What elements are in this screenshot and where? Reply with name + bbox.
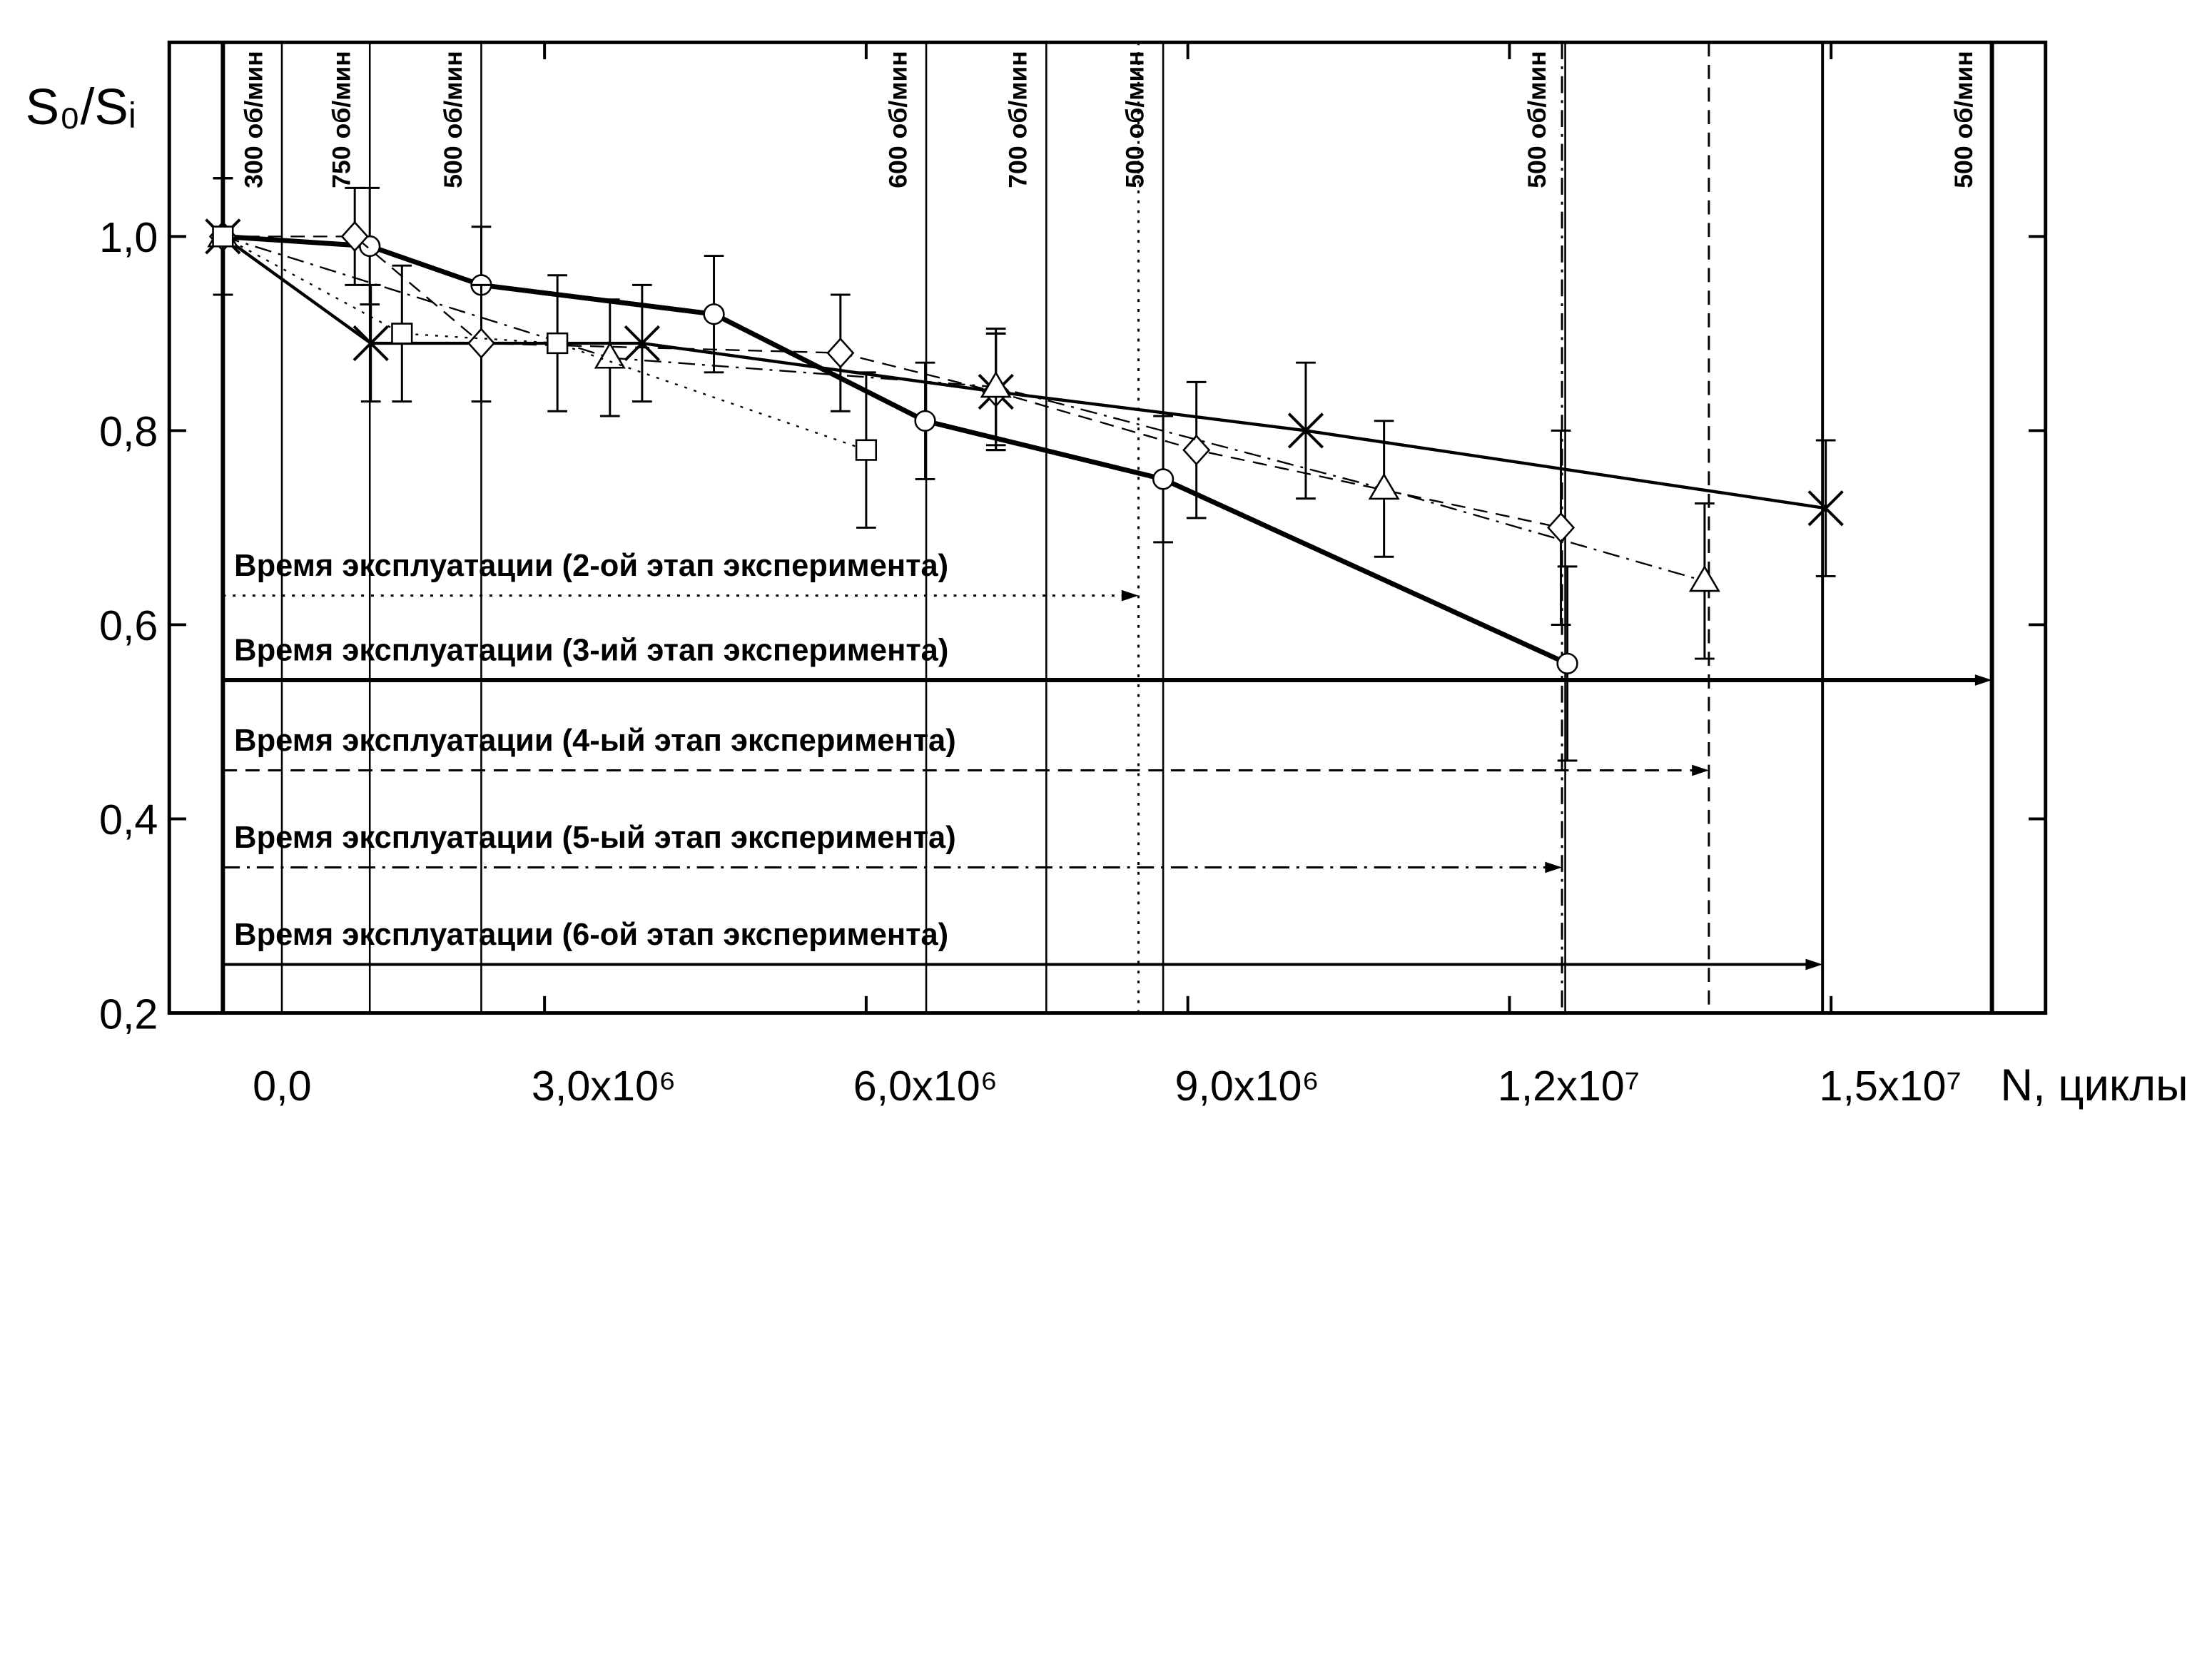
marker-diamond [340,221,369,253]
marker-square [212,226,234,248]
arrow-head [1121,589,1139,602]
marker-triangle [1688,564,1720,592]
marker-cross [1287,412,1324,449]
speed-label: 750 об/мин [328,51,356,188]
speed-label: 600 об/мин [883,51,912,188]
marker-cross [624,325,660,362]
speed-label: 700 об/мин [1004,51,1033,188]
y-tick-label: 0,2 [99,990,158,1038]
marker-diamond [826,337,855,369]
speed-label: 500 об/мин [1949,51,1978,188]
plot-frame [167,40,2048,1015]
arrow-head [1805,958,1823,971]
y-tick-label: 1,0 [99,213,158,261]
speed-label: 500 об/мин [1523,51,1551,188]
x-tick-label: 6,0x10⁶ [853,1062,998,1110]
series-line [223,235,1705,582]
x-tick-label: 9,0x10⁶ [1175,1062,1319,1110]
y-axis-label: S₀/Sᵢ [26,79,136,136]
marker-diamond [1182,434,1211,466]
arrow-head [1692,764,1709,776]
marker-circle [914,410,936,432]
stage-label: Время эксплуатации (2-ой этап эксперимен… [234,549,948,583]
x-tick-label: 3,0x10⁶ [532,1062,676,1110]
x-tick-label: 1,5x10⁷ [1819,1062,1962,1110]
marker-cross [1807,490,1844,527]
marker-triangle [980,370,1012,398]
marker-diamond [1547,512,1576,544]
marker-diamond [467,328,496,359]
marker-circle [1556,652,1578,674]
marker-square [547,332,569,355]
y-tick-label: 0,8 [99,407,158,455]
speed-label: 500 об/мин [1120,51,1149,188]
stage-label: Время эксплуатации (6-ой этап эксперимен… [234,918,948,952]
y-tick-label: 0,4 [99,796,158,843]
marker-triangle [594,342,626,369]
marker-square [391,323,413,345]
marker-circle [1152,468,1175,490]
arrow-head [1974,674,1992,686]
stage-label: Время эксплуатации (3-ий этап эксперимен… [234,633,948,667]
stage-label: Время эксплуатации (5-ый этап эксперимен… [234,821,956,855]
x-tick-label: 1,2x10⁷ [1498,1062,1640,1110]
marker-square [855,439,878,461]
x-axis-label: N, циклы [2000,1060,2188,1110]
marker-triangle [1368,472,1400,500]
stage-label: Время эксплуатации (4-ый этап эксперимен… [234,724,956,758]
series-line [222,235,1827,510]
x-tick-label: 0,0 [253,1062,311,1110]
marker-cross [352,325,389,362]
marker-circle [703,303,725,325]
speed-label: 300 об/мин [239,51,268,188]
y-tick-label: 0,6 [99,602,158,649]
series-line [223,235,1561,529]
arrow-head [1545,861,1563,873]
speed-label: 500 об/мин [439,51,467,188]
